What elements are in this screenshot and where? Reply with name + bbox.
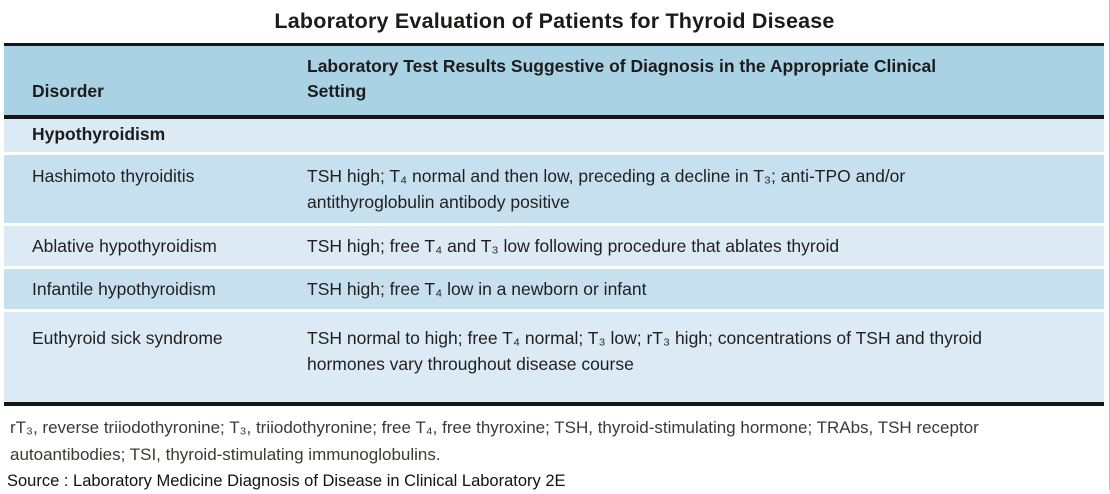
result-cell: TSH high; free T₄ low in a newborn or in… bbox=[307, 279, 647, 299]
result-cell: TSH high; free T₄ and T₃ low following p… bbox=[307, 236, 840, 256]
section-label: Hypothyroidism bbox=[32, 124, 166, 144]
section-row-hypothyroidism: Hypothyroidism bbox=[4, 119, 1104, 152]
table-title: Laboratory Evaluation of Patients for Th… bbox=[274, 9, 835, 33]
disorder-cell: Infantile hypothyroidism bbox=[32, 279, 216, 299]
column-header-disorder: Disorder bbox=[32, 81, 104, 101]
abbreviations-footnote: rT₃, reverse triiodothyronine; T₃, triio… bbox=[10, 418, 979, 464]
table-row: Ablative hypothyroidism TSH high; free T… bbox=[4, 223, 1104, 266]
table-row: Euthyroid sick syndrome TSH normal to hi… bbox=[4, 309, 1104, 402]
disorder-cell: Hashimoto thyroiditis bbox=[32, 166, 195, 186]
table-row: Hashimoto thyroiditis TSH high; T₄ norma… bbox=[4, 152, 1104, 223]
result-cell: TSH high; T₄ normal and then low, preced… bbox=[307, 166, 906, 212]
source-line: Source : Laboratory Medicine Diagnosis o… bbox=[7, 472, 566, 490]
thyroid-table: Disorder Laboratory Test Results Suggest… bbox=[4, 43, 1104, 406]
table-header-row: Disorder Laboratory Test Results Suggest… bbox=[4, 46, 1104, 119]
disorder-cell: Ablative hypothyroidism bbox=[32, 236, 217, 256]
result-cell: TSH normal to high; free T₄ normal; T₃ l… bbox=[307, 328, 983, 374]
column-header-results: Laboratory Test Results Suggestive of Di… bbox=[307, 56, 937, 101]
disorder-cell: Euthyroid sick syndrome bbox=[32, 328, 223, 348]
table-row: Infantile hypothyroidism TSH high; free … bbox=[4, 266, 1104, 309]
section-empty-cell bbox=[307, 124, 1104, 148]
